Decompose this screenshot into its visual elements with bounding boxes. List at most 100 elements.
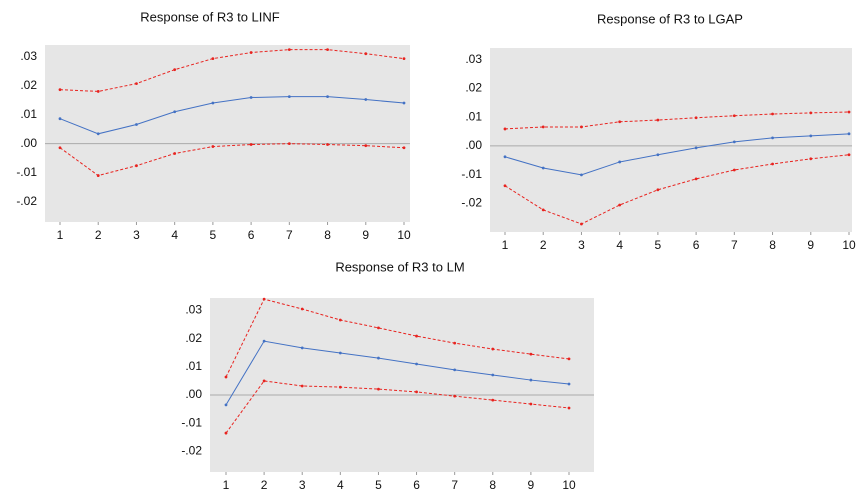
point xyxy=(287,48,291,52)
point xyxy=(287,95,291,99)
point xyxy=(249,96,253,99)
point xyxy=(529,378,533,382)
point xyxy=(732,168,736,172)
x-tick-label: 3 xyxy=(578,238,585,252)
plot-area xyxy=(210,298,594,472)
point xyxy=(453,394,457,398)
point xyxy=(402,57,406,61)
point xyxy=(173,152,177,155)
point xyxy=(377,387,380,391)
point xyxy=(300,346,304,350)
x-tick-label: 9 xyxy=(362,228,369,242)
point xyxy=(809,111,813,115)
y-tick-label: -.02 xyxy=(181,444,202,458)
x-tick-label: 8 xyxy=(489,478,496,492)
point xyxy=(96,132,100,136)
series-line xyxy=(225,298,570,378)
y-tick-label: -.02 xyxy=(16,194,37,208)
point xyxy=(262,297,266,301)
x-tick-label: 4 xyxy=(337,478,344,492)
x-tick-label: 5 xyxy=(375,478,382,492)
x-tick-label: 10 xyxy=(397,228,411,242)
x-tick-label: 6 xyxy=(413,478,420,492)
point xyxy=(58,146,62,150)
x-tick-label: 2 xyxy=(540,238,547,252)
point xyxy=(732,140,736,144)
x-tick-label: 9 xyxy=(528,478,535,492)
point xyxy=(377,356,380,360)
point xyxy=(503,127,507,131)
point xyxy=(809,157,813,161)
point xyxy=(580,222,583,226)
point xyxy=(211,101,215,105)
point xyxy=(491,398,495,402)
x-tick-label: 8 xyxy=(324,228,331,242)
point xyxy=(415,334,418,338)
point xyxy=(135,164,138,168)
y-tick-label: .03 xyxy=(185,303,202,317)
x-tick-label: 9 xyxy=(807,238,814,252)
point xyxy=(453,341,457,345)
point xyxy=(771,136,774,140)
point xyxy=(262,339,266,343)
point xyxy=(402,146,406,150)
y-tick-label: .02 xyxy=(465,81,482,95)
point xyxy=(249,143,253,146)
plot-area xyxy=(490,48,852,232)
point xyxy=(491,373,495,377)
x-tick-label: 6 xyxy=(693,238,700,252)
point xyxy=(529,402,533,406)
point xyxy=(618,203,622,207)
point xyxy=(300,307,304,311)
x-tick-label: 1 xyxy=(223,478,230,492)
point xyxy=(262,379,266,383)
series-line xyxy=(59,96,405,135)
y-tick-label: .03 xyxy=(20,49,37,63)
point xyxy=(58,88,62,92)
point xyxy=(135,82,138,85)
point xyxy=(224,375,228,379)
x-tick-label: 5 xyxy=(210,228,217,242)
series-line xyxy=(59,49,405,92)
point xyxy=(211,145,215,148)
point xyxy=(580,173,583,177)
point xyxy=(364,144,368,148)
chart-title: Response of R3 to LINF xyxy=(140,9,280,24)
point xyxy=(338,385,342,389)
chart-title: Response of R3 to LGAP xyxy=(597,11,743,26)
point xyxy=(326,95,329,99)
point xyxy=(300,384,304,388)
point xyxy=(847,132,851,136)
point xyxy=(529,352,533,356)
point xyxy=(771,162,774,166)
point xyxy=(656,118,660,122)
point xyxy=(338,351,342,355)
series-line xyxy=(225,340,570,406)
point xyxy=(211,57,215,61)
point xyxy=(338,318,342,322)
point xyxy=(580,125,583,129)
x-tick-label: 6 xyxy=(248,228,255,242)
point xyxy=(771,112,774,116)
x-tick-label: 10 xyxy=(562,478,576,492)
x-tick-label: 4 xyxy=(616,238,623,252)
point xyxy=(326,143,329,146)
y-tick-label: -.01 xyxy=(461,167,482,181)
point xyxy=(377,326,380,330)
x-tick-label: 3 xyxy=(133,228,140,242)
x-tick-label: 2 xyxy=(261,478,268,492)
point xyxy=(453,368,457,372)
point xyxy=(96,174,100,177)
x-tick-label: 1 xyxy=(502,238,509,252)
point xyxy=(326,48,329,52)
y-tick-label: .00 xyxy=(20,136,37,150)
point xyxy=(287,142,291,146)
point xyxy=(567,382,571,386)
point xyxy=(541,125,545,129)
point xyxy=(402,101,406,105)
y-tick-label: .01 xyxy=(20,107,37,121)
y-tick-label: .00 xyxy=(465,138,482,152)
point xyxy=(173,110,177,114)
point xyxy=(364,98,368,101)
x-tick-label: 3 xyxy=(299,478,306,492)
